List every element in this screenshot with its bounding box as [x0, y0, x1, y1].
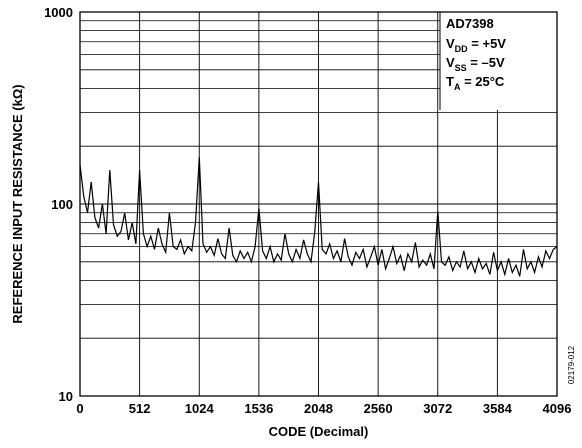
data-series [79, 157, 558, 277]
x-tick-label: 0 [76, 401, 83, 416]
annotation-line: TA = 25°C [446, 74, 505, 92]
annotation-title: AD7398 [446, 16, 494, 31]
annotation-box [439, 12, 557, 110]
x-tick-label: 2048 [304, 401, 333, 416]
annotation-line: VDD = +5V [446, 36, 506, 54]
x-tick-label: 3072 [423, 401, 452, 416]
x-axis-label: CODE (Decimal) [269, 424, 369, 439]
y-axis-label: REFERENCE INPUT RESISTANCE (kΩ) [10, 84, 25, 323]
x-tick-labels: 0 512 1024 1536 2048 2560 3072 3584 4096 [76, 401, 571, 416]
y-tick-label: 1000 [44, 5, 73, 20]
y-tick-labels: 10 100 1000 [44, 5, 73, 404]
x-tick-label: 2560 [364, 401, 393, 416]
x-tick-label: 512 [129, 401, 151, 416]
annotation-line: VSS = –5V [446, 55, 505, 73]
annotation-background [440, 12, 557, 110]
x-tick-label: 1536 [244, 401, 273, 416]
figure-id: 02179-012 [567, 345, 576, 384]
plot-frame [79, 11, 558, 397]
x-tick-label: 1024 [185, 401, 215, 416]
series-line [79, 157, 558, 277]
x-tick-label: 3584 [483, 401, 513, 416]
y-tick-label: 10 [59, 389, 73, 404]
y-tick-label: 100 [51, 197, 73, 212]
x-tick-label: 4096 [543, 401, 572, 416]
